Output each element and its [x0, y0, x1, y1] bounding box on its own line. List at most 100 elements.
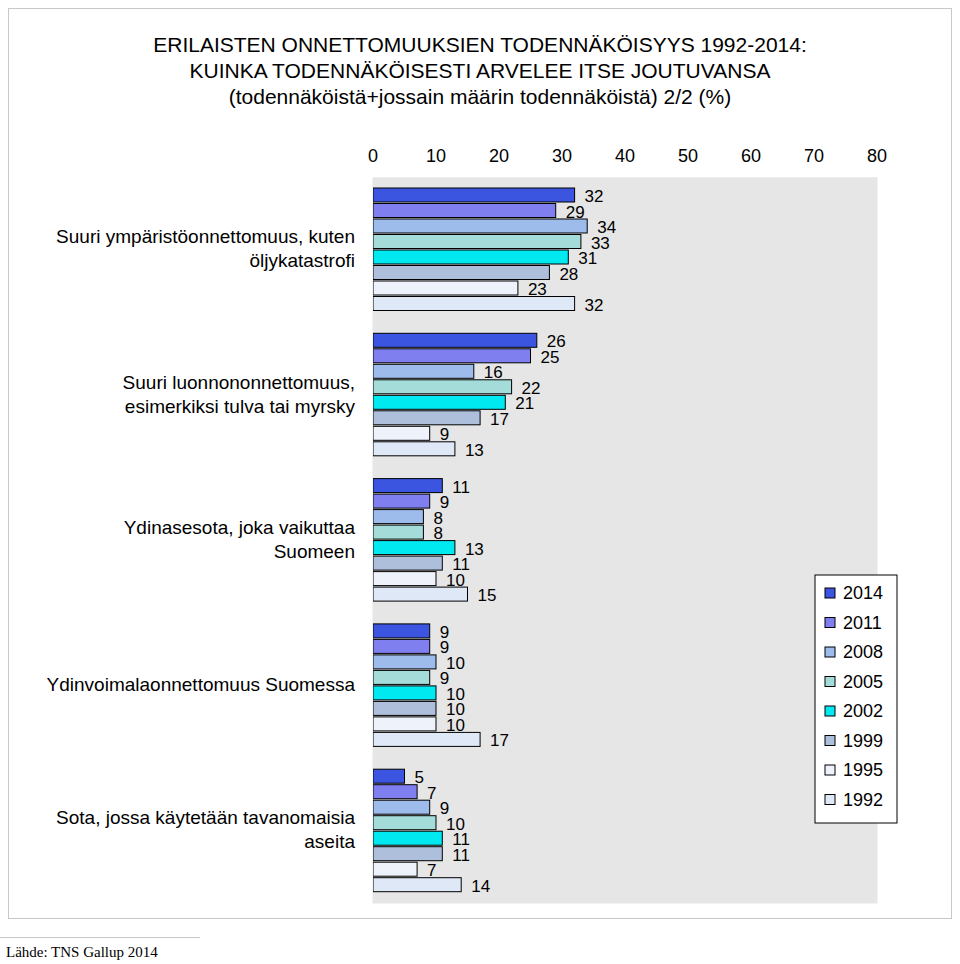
bar	[373, 862, 417, 876]
category-label-line: Suomeen	[274, 541, 355, 562]
data-label: 9	[440, 425, 449, 444]
data-label: 14	[471, 877, 490, 896]
legend-swatch	[825, 677, 835, 687]
legend-swatch	[825, 736, 835, 746]
bar	[373, 878, 461, 892]
bar	[373, 219, 587, 233]
bar	[373, 204, 556, 218]
source: Lähde: TNS Gallup 2014	[6, 944, 158, 960]
data-label: 7	[427, 861, 436, 880]
bar	[373, 655, 436, 669]
category-label-line: Suuri luonnononnettomuus,	[123, 372, 355, 393]
subtitle: (todennäköistä+jossain määrin todennäköi…	[229, 85, 732, 108]
tick-label: 50	[678, 146, 698, 166]
tick-label: 60	[741, 146, 761, 166]
data-label: 10	[446, 716, 465, 735]
category-label-line: aseita	[304, 831, 355, 852]
axis-line	[373, 178, 877, 179]
tick-label: 0	[368, 146, 378, 166]
bar	[373, 686, 436, 700]
legend-label: 2008	[843, 642, 883, 662]
legend-box	[815, 575, 897, 823]
frame	[9, 9, 952, 919]
category-label-line: esimerkiksi tulva tai myrsky	[125, 396, 356, 417]
category-label-line: Ydinasesota, joka vaikuttaa	[124, 517, 356, 538]
bar	[373, 426, 430, 440]
legend-label: 2011	[843, 613, 882, 633]
legend-swatch	[825, 647, 835, 657]
legend-swatch	[825, 618, 835, 628]
data-label: 32	[585, 187, 604, 206]
title: KUINKA TODENNÄKÖISESTI ARVELEE ITSE JOUT…	[190, 59, 771, 82]
legend-label: 2014	[843, 583, 883, 603]
data-label: 5	[415, 768, 424, 787]
data-label: 11	[452, 846, 470, 865]
bar	[373, 364, 474, 378]
bar	[373, 717, 436, 731]
bar	[373, 785, 417, 799]
bar	[373, 816, 436, 830]
bar	[373, 701, 436, 715]
category-label: Suuri ympäristöonnettomuus, kuten öljykat…	[56, 226, 355, 271]
tick-label: 70	[804, 146, 824, 166]
bar	[373, 281, 518, 295]
source-rule	[0, 937, 200, 938]
bar	[373, 266, 549, 280]
category-label-line: Sota, jossa käytetään tavanomaisia	[56, 807, 355, 828]
legend-label: 2005	[843, 672, 883, 692]
data-label: 32	[585, 296, 604, 315]
tick-label: 10	[426, 146, 446, 166]
bar	[373, 411, 480, 425]
bar	[373, 349, 531, 363]
data-label: 31	[578, 249, 597, 268]
bar	[373, 847, 442, 861]
bar	[373, 235, 581, 249]
legend-swatch	[825, 588, 835, 598]
legend-label: 1992	[843, 790, 883, 810]
bar	[373, 572, 436, 586]
legend-label: 2002	[843, 701, 883, 721]
bar	[373, 624, 430, 638]
legend: 20142011200820052002199919951992	[815, 575, 897, 823]
data-label: 15	[478, 586, 497, 605]
data-label: 25	[541, 348, 560, 367]
bar	[373, 670, 430, 684]
category-label-line: Ydinvoimalaonnettomuus Suomessa	[47, 674, 356, 695]
tick-label: 80	[867, 146, 887, 166]
chart: ERILAISTEN ONNETTOMUUKSIEN TODENNÄKÖISYY…	[0, 0, 960, 964]
data-label: 21	[515, 394, 534, 413]
tick-label: 30	[552, 146, 572, 166]
bar	[373, 800, 430, 814]
bar	[373, 510, 423, 524]
legend-label: 1995	[843, 760, 883, 780]
bar	[373, 525, 423, 539]
category-label: Ydinasesota, joka vaikuttaa Suomeen	[124, 517, 356, 562]
data-labels: 3229343331282332262516222117913119881311…	[415, 187, 617, 896]
category-label-line: öljykatastrofi	[249, 250, 355, 271]
data-label: 17	[490, 410, 509, 429]
category-label: Suuri luonnononnettomuus, esimerkiksi tul…	[123, 372, 356, 417]
plot-area	[373, 178, 877, 903]
bar	[373, 639, 430, 653]
data-label: 7	[427, 784, 436, 803]
category-label: Sota, jossa käytetään tavanomaisia aseita	[56, 807, 355, 852]
legend-swatch	[825, 795, 835, 805]
data-label: 17	[490, 731, 509, 750]
data-label: 23	[528, 280, 547, 299]
bars	[373, 188, 587, 892]
bar	[373, 831, 442, 845]
category-label-line: Suuri ympäristöonnettomuus, kuten	[56, 226, 355, 247]
bar	[373, 250, 568, 264]
data-label: 11	[452, 478, 470, 497]
bar	[373, 333, 537, 347]
data-label: 10	[446, 571, 465, 590]
legend-swatch	[825, 765, 835, 775]
bar	[373, 395, 505, 409]
bar	[373, 188, 575, 202]
tick-label: 20	[489, 146, 509, 166]
bar	[373, 769, 405, 783]
title: ERILAISTEN ONNETTOMUUKSIEN TODENNÄKÖISYY…	[153, 33, 807, 56]
data-label: 8	[433, 524, 442, 543]
data-label: 16	[484, 363, 503, 382]
data-label: 13	[465, 441, 484, 460]
